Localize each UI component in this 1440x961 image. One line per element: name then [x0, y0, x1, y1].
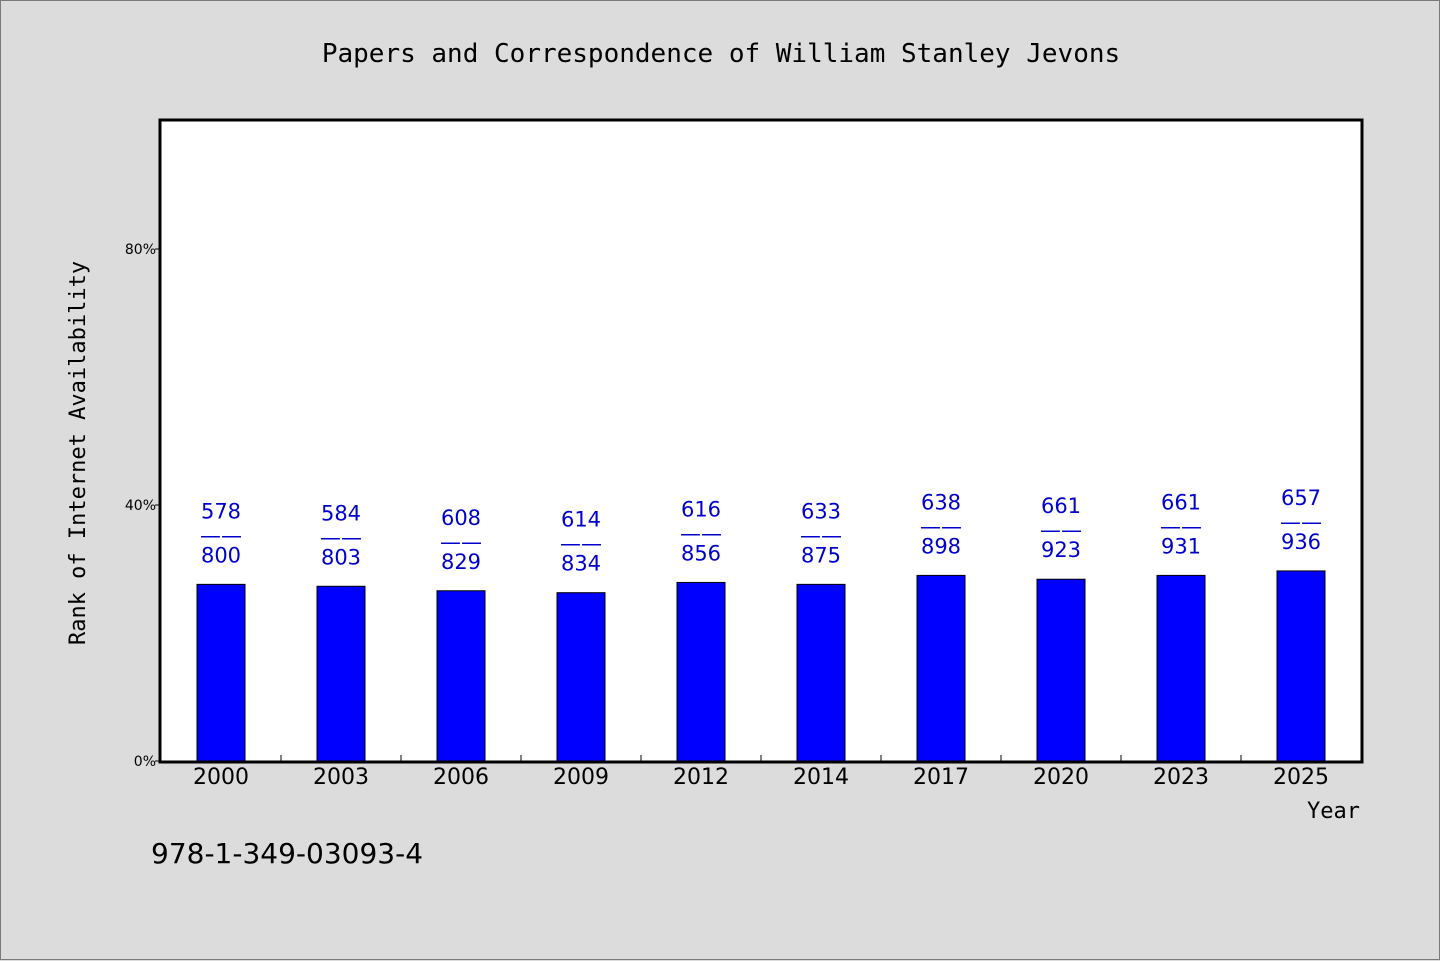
bar: [676, 581, 726, 762]
isbn-text: 978-1-349-03093-4: [151, 837, 423, 870]
x-axis-title: Year: [1307, 799, 1360, 824]
x-tick-label: 2020: [1033, 765, 1089, 790]
x-axis: 2000 2003 2006 2009 2012 2014 2017 2020 2023 2025: [193, 755, 1329, 790]
bars-group: [196, 570, 1326, 762]
x-tick-label: 2009: [553, 765, 609, 790]
bar: [1276, 570, 1326, 762]
data-label-separator: ——: [320, 525, 362, 549]
y-tick-label: 0%: [134, 754, 156, 770]
chart-title: Papers and Correspondence of William Sta…: [322, 39, 1120, 69]
data-label-bottom: 800: [201, 543, 241, 567]
bar: [436, 590, 486, 762]
x-tick-label: 2023: [1153, 765, 1209, 790]
x-tick-label: 2017: [913, 765, 969, 790]
data-label-separator: ——: [560, 532, 602, 556]
data-label-top: 661: [1041, 494, 1081, 518]
data-label-top: 614: [561, 508, 601, 532]
data-label-separator: ——: [1160, 514, 1202, 538]
x-tick-label: 2000: [193, 765, 249, 790]
data-label-separator: ——: [680, 521, 722, 545]
data-label-bottom: 875: [801, 543, 841, 567]
x-tick-label: 2025: [1273, 765, 1329, 790]
x-tick-label: 2014: [793, 765, 849, 790]
x-tick-label: 2006: [433, 765, 489, 790]
data-label-separator: ——: [1040, 518, 1082, 542]
data-label-bottom: 856: [681, 541, 721, 565]
data-label-separator: ——: [200, 523, 242, 547]
data-label-bottom: 829: [441, 550, 481, 574]
bar: [1156, 574, 1206, 762]
data-label-bottom: 803: [321, 545, 361, 569]
bar: [1036, 578, 1086, 762]
data-labels-group: 800——578803——584829——608834——614856——616…: [200, 486, 1322, 576]
data-label-bottom: 936: [1281, 530, 1321, 554]
data-label-separator: ——: [1280, 510, 1322, 534]
y-tick-label: 40%: [125, 498, 156, 514]
x-tick-label: 2012: [673, 765, 729, 790]
bar: [196, 583, 246, 762]
data-label-top: 657: [1281, 486, 1321, 510]
y-tick-label: 80%: [125, 242, 156, 258]
data-label-bottom: 898: [921, 534, 961, 558]
data-label-top: 633: [801, 499, 841, 523]
bar: [796, 583, 846, 762]
data-label-top: 616: [681, 497, 721, 521]
data-label-bottom: 931: [1161, 534, 1201, 558]
data-label-separator: ——: [920, 514, 962, 538]
bar: [916, 574, 966, 762]
data-label-top: 578: [201, 499, 241, 523]
data-label-top: 638: [921, 490, 961, 514]
y-axis: 0% 40% 80%: [125, 242, 161, 770]
x-tick-label: 2003: [313, 765, 369, 790]
y-axis-title: Rank of Internet Availability: [66, 261, 91, 645]
bar: [316, 585, 366, 762]
data-label-top: 584: [321, 501, 361, 525]
data-label-top: 661: [1161, 490, 1201, 514]
data-label-bottom: 923: [1041, 538, 1081, 562]
bar: [556, 592, 606, 762]
data-label-separator: ——: [800, 523, 842, 547]
data-label-separator: ——: [440, 530, 482, 554]
data-label-top: 608: [441, 506, 481, 530]
data-label-bottom: 834: [561, 552, 601, 576]
